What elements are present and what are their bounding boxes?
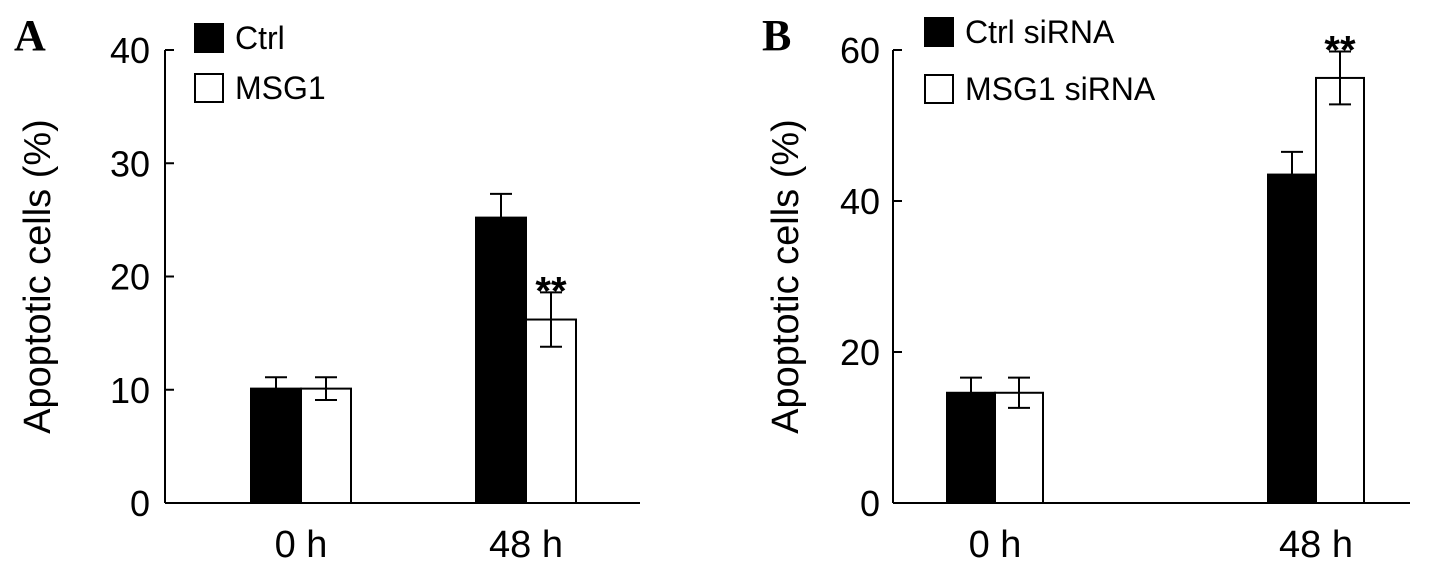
y-tick-label: 30 bbox=[110, 143, 150, 184]
error-bar bbox=[1008, 376, 1030, 409]
y-tick-label: 20 bbox=[840, 332, 880, 373]
y-tick-label: 10 bbox=[110, 370, 150, 411]
y-tick-label: 40 bbox=[840, 181, 880, 222]
legend-label: MSG1 siRNA bbox=[965, 71, 1156, 107]
y-tick-label: 60 bbox=[840, 30, 880, 71]
significance-label: ** bbox=[1324, 29, 1356, 73]
legend-swatch-msg1 bbox=[194, 73, 224, 103]
y-tick-label: 0 bbox=[130, 483, 150, 524]
bar-ctrl-sirna-0 bbox=[946, 391, 996, 504]
chart-panel-b: B Apoptotic cells (%) 0 20 40 60 0 h 48 h ** Ctrl… bbox=[762, 11, 1410, 566]
legend-label: MSG1 bbox=[235, 70, 326, 106]
panel-label: A bbox=[14, 11, 46, 60]
bar-msg1-sirna-1 bbox=[1315, 76, 1365, 504]
y-tick-label: 40 bbox=[110, 30, 150, 71]
bar-msg1-1 bbox=[525, 318, 577, 504]
error-bar bbox=[1281, 150, 1303, 199]
bar-ctrl-1 bbox=[475, 216, 527, 505]
x-category-label: 48 h bbox=[1279, 524, 1353, 566]
significance-label: ** bbox=[535, 269, 567, 313]
panel-label: B bbox=[762, 11, 791, 60]
legend-swatch-msg1-sirna bbox=[924, 74, 954, 104]
y-axis-title: Apoptotic cells (%) bbox=[765, 119, 807, 434]
chart-panel-a: A Apoptotic cells (%) 0 10 20 30 40 0 h 48 h ** Ct… bbox=[14, 11, 640, 566]
x-category-label: 0 h bbox=[969, 524, 1022, 566]
x-category-label: 48 h bbox=[489, 524, 563, 566]
error-bar bbox=[1329, 50, 1351, 106]
error-bar bbox=[265, 376, 287, 401]
y-tick-label: 0 bbox=[860, 483, 880, 524]
error-bar bbox=[960, 376, 982, 409]
legend-swatch-ctrl bbox=[194, 23, 224, 53]
legend-label: Ctrl bbox=[235, 20, 285, 56]
error-bar bbox=[540, 291, 562, 348]
bar-ctrl-0 bbox=[250, 387, 302, 504]
error-bar bbox=[490, 192, 512, 243]
x-category-label: 0 h bbox=[275, 524, 328, 566]
legend-label: Ctrl siRNA bbox=[965, 14, 1115, 50]
bar-ctrl-sirna-1 bbox=[1267, 173, 1317, 504]
y-axis-title: Apoptotic cells (%) bbox=[17, 119, 59, 434]
bar-msg1-sirna-0 bbox=[994, 391, 1044, 504]
legend-swatch-ctrl-sirna bbox=[924, 17, 954, 47]
error-bar bbox=[315, 376, 337, 401]
y-tick-label: 20 bbox=[110, 257, 150, 298]
bar-msg1-0 bbox=[300, 387, 352, 504]
